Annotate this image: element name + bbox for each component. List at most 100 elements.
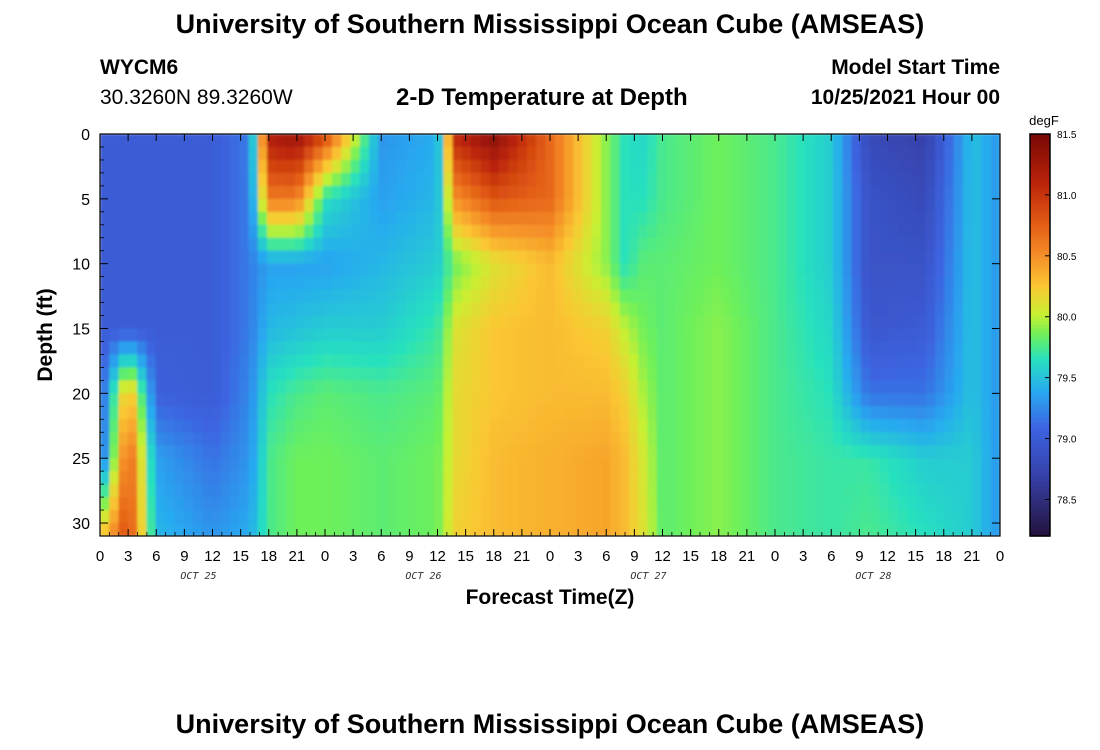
heatmap-cell <box>211 211 222 226</box>
colorbar-swatch <box>1030 254 1050 259</box>
heatmap-cell <box>341 406 352 420</box>
heatmap-cell <box>248 211 259 226</box>
heatmap-cell <box>740 263 751 278</box>
heatmap-cell <box>480 172 491 187</box>
heatmap-cell <box>758 471 769 485</box>
heatmap-cell <box>480 276 491 291</box>
heatmap-cell <box>860 458 871 472</box>
heatmap-cell <box>526 276 537 291</box>
heatmap-cell <box>127 146 138 161</box>
heatmap-cell <box>369 185 379 200</box>
heatmap-cell <box>740 367 751 381</box>
heatmap-cell <box>823 354 834 369</box>
heatmap-cell <box>749 354 760 369</box>
heatmap-cell <box>563 263 574 278</box>
heatmap-cell <box>814 185 825 200</box>
colorbar-swatch <box>1030 204 1050 209</box>
heatmap-cell <box>684 172 695 187</box>
x-tick-label: 18 <box>710 548 727 565</box>
heatmap-cell <box>276 263 287 278</box>
heatmap-cell <box>220 159 231 174</box>
heatmap-cell <box>164 315 175 330</box>
heatmap-cell <box>211 354 222 369</box>
heatmap-cell <box>814 315 825 330</box>
heatmap-cell <box>248 289 259 304</box>
heatmap-cell <box>730 367 741 381</box>
heatmap-cell <box>406 458 417 472</box>
heatmap-cell <box>870 172 880 187</box>
heatmap-cell <box>294 341 305 356</box>
heatmap-cell <box>127 471 138 485</box>
heatmap-cell <box>285 484 296 498</box>
heatmap-cell <box>675 510 686 524</box>
heatmap-cell <box>721 380 732 394</box>
heatmap-cell <box>285 276 296 291</box>
heatmap-cell <box>109 497 120 511</box>
heatmap-cell <box>498 367 509 381</box>
heatmap-cell <box>758 367 769 381</box>
heatmap-cell <box>916 250 927 265</box>
heatmap-cell <box>823 198 834 213</box>
heatmap-cell <box>517 315 528 330</box>
heatmap-cell <box>675 445 686 459</box>
heatmap-cell <box>749 224 760 239</box>
heatmap-cell <box>814 419 825 433</box>
heatmap-cell <box>656 458 667 472</box>
heatmap-cell <box>990 419 1000 433</box>
heatmap-cell <box>508 315 519 330</box>
heatmap-cell <box>851 406 862 420</box>
heatmap-cell <box>962 432 973 446</box>
heatmap-cell <box>740 146 751 161</box>
heatmap-cell <box>434 250 444 265</box>
heatmap-cell <box>137 497 147 511</box>
colorbar-swatch <box>1030 519 1050 524</box>
heatmap-cell <box>480 328 491 343</box>
heatmap-cell <box>415 523 426 536</box>
heatmap-cell <box>851 328 862 343</box>
heatmap-cell <box>619 172 630 187</box>
heatmap-cell <box>573 471 584 485</box>
heatmap-cell <box>276 302 287 317</box>
heatmap-cell <box>888 328 899 343</box>
heatmap-cell <box>489 445 500 459</box>
heatmap-cell <box>573 393 584 407</box>
heatmap-cell <box>304 289 314 304</box>
heatmap-cell <box>211 224 222 239</box>
heatmap-cell <box>443 380 454 394</box>
heatmap-cell <box>990 211 1000 226</box>
heatmap-cell <box>907 484 918 498</box>
heatmap-cell <box>962 172 973 187</box>
colorbar-swatch <box>1030 338 1050 343</box>
heatmap-cell <box>415 471 426 485</box>
heatmap-cell <box>897 510 908 524</box>
heatmap-cell <box>619 315 630 330</box>
heatmap-cell <box>554 237 565 252</box>
heatmap-cell <box>665 484 676 498</box>
heatmap-cell <box>990 263 1000 278</box>
heatmap-cell <box>369 471 379 485</box>
heatmap-cell <box>628 393 639 407</box>
heatmap-cell <box>601 289 611 304</box>
heatmap-cell <box>443 134 454 148</box>
heatmap-cell <box>164 134 175 148</box>
heatmap-cell <box>675 419 686 433</box>
heatmap-cell <box>712 328 723 343</box>
colorbar-swatch <box>1030 432 1050 437</box>
heatmap-cell <box>814 393 825 407</box>
heatmap-cell <box>285 134 296 148</box>
colorbar-swatch <box>1030 378 1050 383</box>
heatmap-cell <box>740 328 751 343</box>
heatmap-cell <box>786 419 797 433</box>
heatmap-cell <box>127 134 138 148</box>
heatmap-cell <box>610 393 621 407</box>
heatmap-cell <box>805 497 816 511</box>
heatmap-cell <box>888 523 899 536</box>
heatmap-cell <box>415 341 426 356</box>
colorbar-swatch <box>1030 157 1050 162</box>
heatmap-cell <box>100 497 110 511</box>
heatmap-cell <box>443 146 454 161</box>
x-tick-label: 21 <box>964 548 981 565</box>
heatmap-cell <box>907 510 918 524</box>
heatmap-cell <box>981 380 992 394</box>
heatmap-cell <box>981 393 992 407</box>
